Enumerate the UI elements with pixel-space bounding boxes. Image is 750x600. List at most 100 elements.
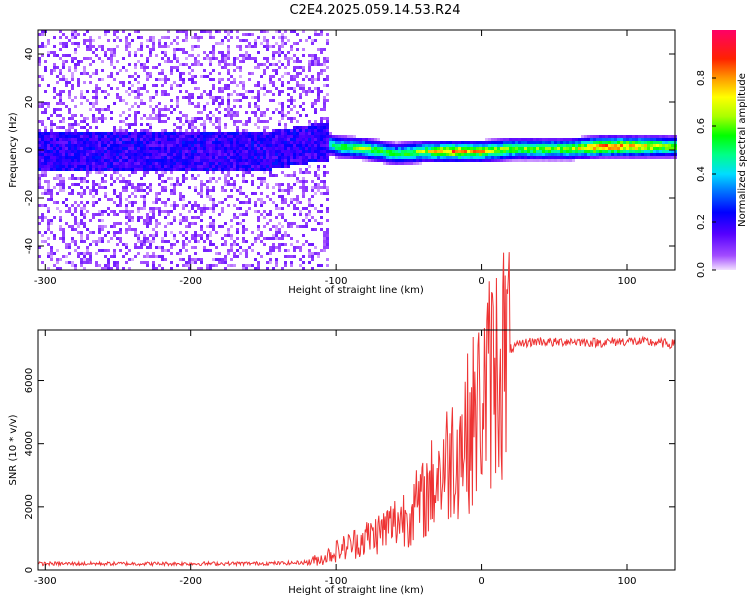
spectrogram-cell bbox=[110, 144, 113, 147]
spectrogram-cell bbox=[317, 138, 320, 141]
spectrogram-cell bbox=[650, 147, 653, 150]
spectrogram-cell bbox=[107, 159, 110, 162]
spectrogram-cell bbox=[68, 150, 71, 153]
spectrogram-cell bbox=[452, 150, 455, 153]
spectrogram-cell bbox=[236, 129, 239, 132]
spectrogram-cell bbox=[317, 93, 320, 96]
spectrogram-cell bbox=[524, 159, 527, 162]
spectrogram-cell bbox=[620, 135, 623, 138]
spectrogram-cell bbox=[203, 129, 206, 132]
spectrogram-cell bbox=[548, 150, 551, 153]
spectrogram-cell bbox=[284, 135, 287, 138]
spectrogram-cell bbox=[554, 156, 557, 159]
spectrogram-cell bbox=[311, 252, 314, 255]
spectrogram-cell bbox=[56, 192, 59, 195]
spectrogram-cell bbox=[77, 138, 80, 141]
spectrogram-cell bbox=[350, 135, 353, 138]
spectrogram-cell bbox=[248, 168, 251, 171]
spectrogram-cell bbox=[275, 72, 278, 75]
spectrogram-cell bbox=[68, 93, 71, 96]
spectrogram-cell bbox=[218, 105, 221, 108]
spectrogram-cell bbox=[632, 141, 635, 144]
spectrogram-cell bbox=[158, 192, 161, 195]
spectrogram-cell bbox=[173, 123, 176, 126]
spectrogram-cell bbox=[647, 156, 650, 159]
spectrogram-cell bbox=[566, 159, 569, 162]
spectrogram-cell bbox=[71, 87, 74, 90]
spectrogram-cell bbox=[182, 219, 185, 222]
spectrogram-cell bbox=[221, 186, 224, 189]
spectrogram-cell bbox=[191, 144, 194, 147]
spectrogram-cell bbox=[623, 135, 626, 138]
spectrogram-cell bbox=[119, 135, 122, 138]
spectrogram-cell bbox=[53, 264, 56, 267]
spectrogram-cell bbox=[509, 147, 512, 150]
spectrogram-cell bbox=[227, 78, 230, 81]
spectrogram-cell bbox=[191, 129, 194, 132]
spectrogram-cell bbox=[68, 243, 71, 246]
spectrogram-cell bbox=[44, 216, 47, 219]
spectrogram-cell bbox=[59, 210, 62, 213]
spectrogram-cell bbox=[152, 45, 155, 48]
spectrogram-cell bbox=[338, 147, 341, 150]
spectrogram-cell bbox=[119, 204, 122, 207]
spectrogram-cell bbox=[626, 135, 629, 138]
spectrogram-cell bbox=[149, 135, 152, 138]
spectrogram-cell bbox=[59, 141, 62, 144]
spectrogram-cell bbox=[104, 30, 107, 33]
spectrogram-cell bbox=[284, 165, 287, 168]
spectrogram-cell bbox=[470, 156, 473, 159]
spectrogram-cell bbox=[62, 183, 65, 186]
spectrogram-cell bbox=[83, 33, 86, 36]
spectrogram-cell bbox=[44, 162, 47, 165]
x-tick-label: 0 bbox=[478, 576, 484, 587]
spectrogram-cell bbox=[221, 90, 224, 93]
spectrogram-cell bbox=[113, 201, 116, 204]
spectrogram-cell bbox=[143, 147, 146, 150]
spectrogram-cell bbox=[101, 78, 104, 81]
spectrogram-cell bbox=[584, 156, 587, 159]
spectrogram-cell bbox=[155, 165, 158, 168]
spectrogram-cell bbox=[512, 147, 515, 150]
spectrogram-cell bbox=[644, 147, 647, 150]
spectrogram-cell bbox=[131, 132, 134, 135]
spectrogram-cell bbox=[41, 162, 44, 165]
spectrogram-cell bbox=[182, 162, 185, 165]
spectrogram-cell bbox=[293, 144, 296, 147]
spectrogram-cell bbox=[257, 159, 260, 162]
spectrogram-cell bbox=[77, 255, 80, 258]
spectrogram-cell bbox=[206, 168, 209, 171]
spectrogram-cell bbox=[122, 141, 125, 144]
spectrogram-cell bbox=[224, 147, 227, 150]
spectrogram-cell bbox=[404, 147, 407, 150]
spectrogram-cell bbox=[182, 78, 185, 81]
spectrogram-cell bbox=[527, 138, 530, 141]
spectrogram-cell bbox=[218, 132, 221, 135]
spectrogram-cell bbox=[167, 144, 170, 147]
spectrogram-cell bbox=[656, 156, 659, 159]
spectrogram-cell bbox=[116, 93, 119, 96]
spectrogram-cell bbox=[407, 144, 410, 147]
spectrogram-cell bbox=[308, 159, 311, 162]
spectrogram-cell bbox=[179, 117, 182, 120]
spectrogram-cell bbox=[197, 54, 200, 57]
spectrogram-cell bbox=[296, 207, 299, 210]
spectrogram-cell bbox=[227, 102, 230, 105]
spectrogram-cell bbox=[230, 36, 233, 39]
spectrogram-cell bbox=[47, 225, 50, 228]
spectrogram-cell bbox=[119, 195, 122, 198]
spectrogram-cell bbox=[38, 174, 41, 177]
spectrogram-cell bbox=[257, 138, 260, 141]
spectrogram-cell bbox=[182, 141, 185, 144]
spectrogram-cell bbox=[191, 174, 194, 177]
spectrogram-cell bbox=[197, 258, 200, 261]
spectrogram-cell bbox=[122, 84, 125, 87]
spectrogram-cell bbox=[173, 147, 176, 150]
spectrogram-cell bbox=[200, 123, 203, 126]
spectrogram-cell bbox=[98, 159, 101, 162]
spectrogram-cell bbox=[431, 141, 434, 144]
spectrogram-cell bbox=[158, 246, 161, 249]
spectrogram-cell bbox=[200, 180, 203, 183]
spectrogram-cell bbox=[641, 153, 644, 156]
spectrogram-cell bbox=[218, 72, 221, 75]
